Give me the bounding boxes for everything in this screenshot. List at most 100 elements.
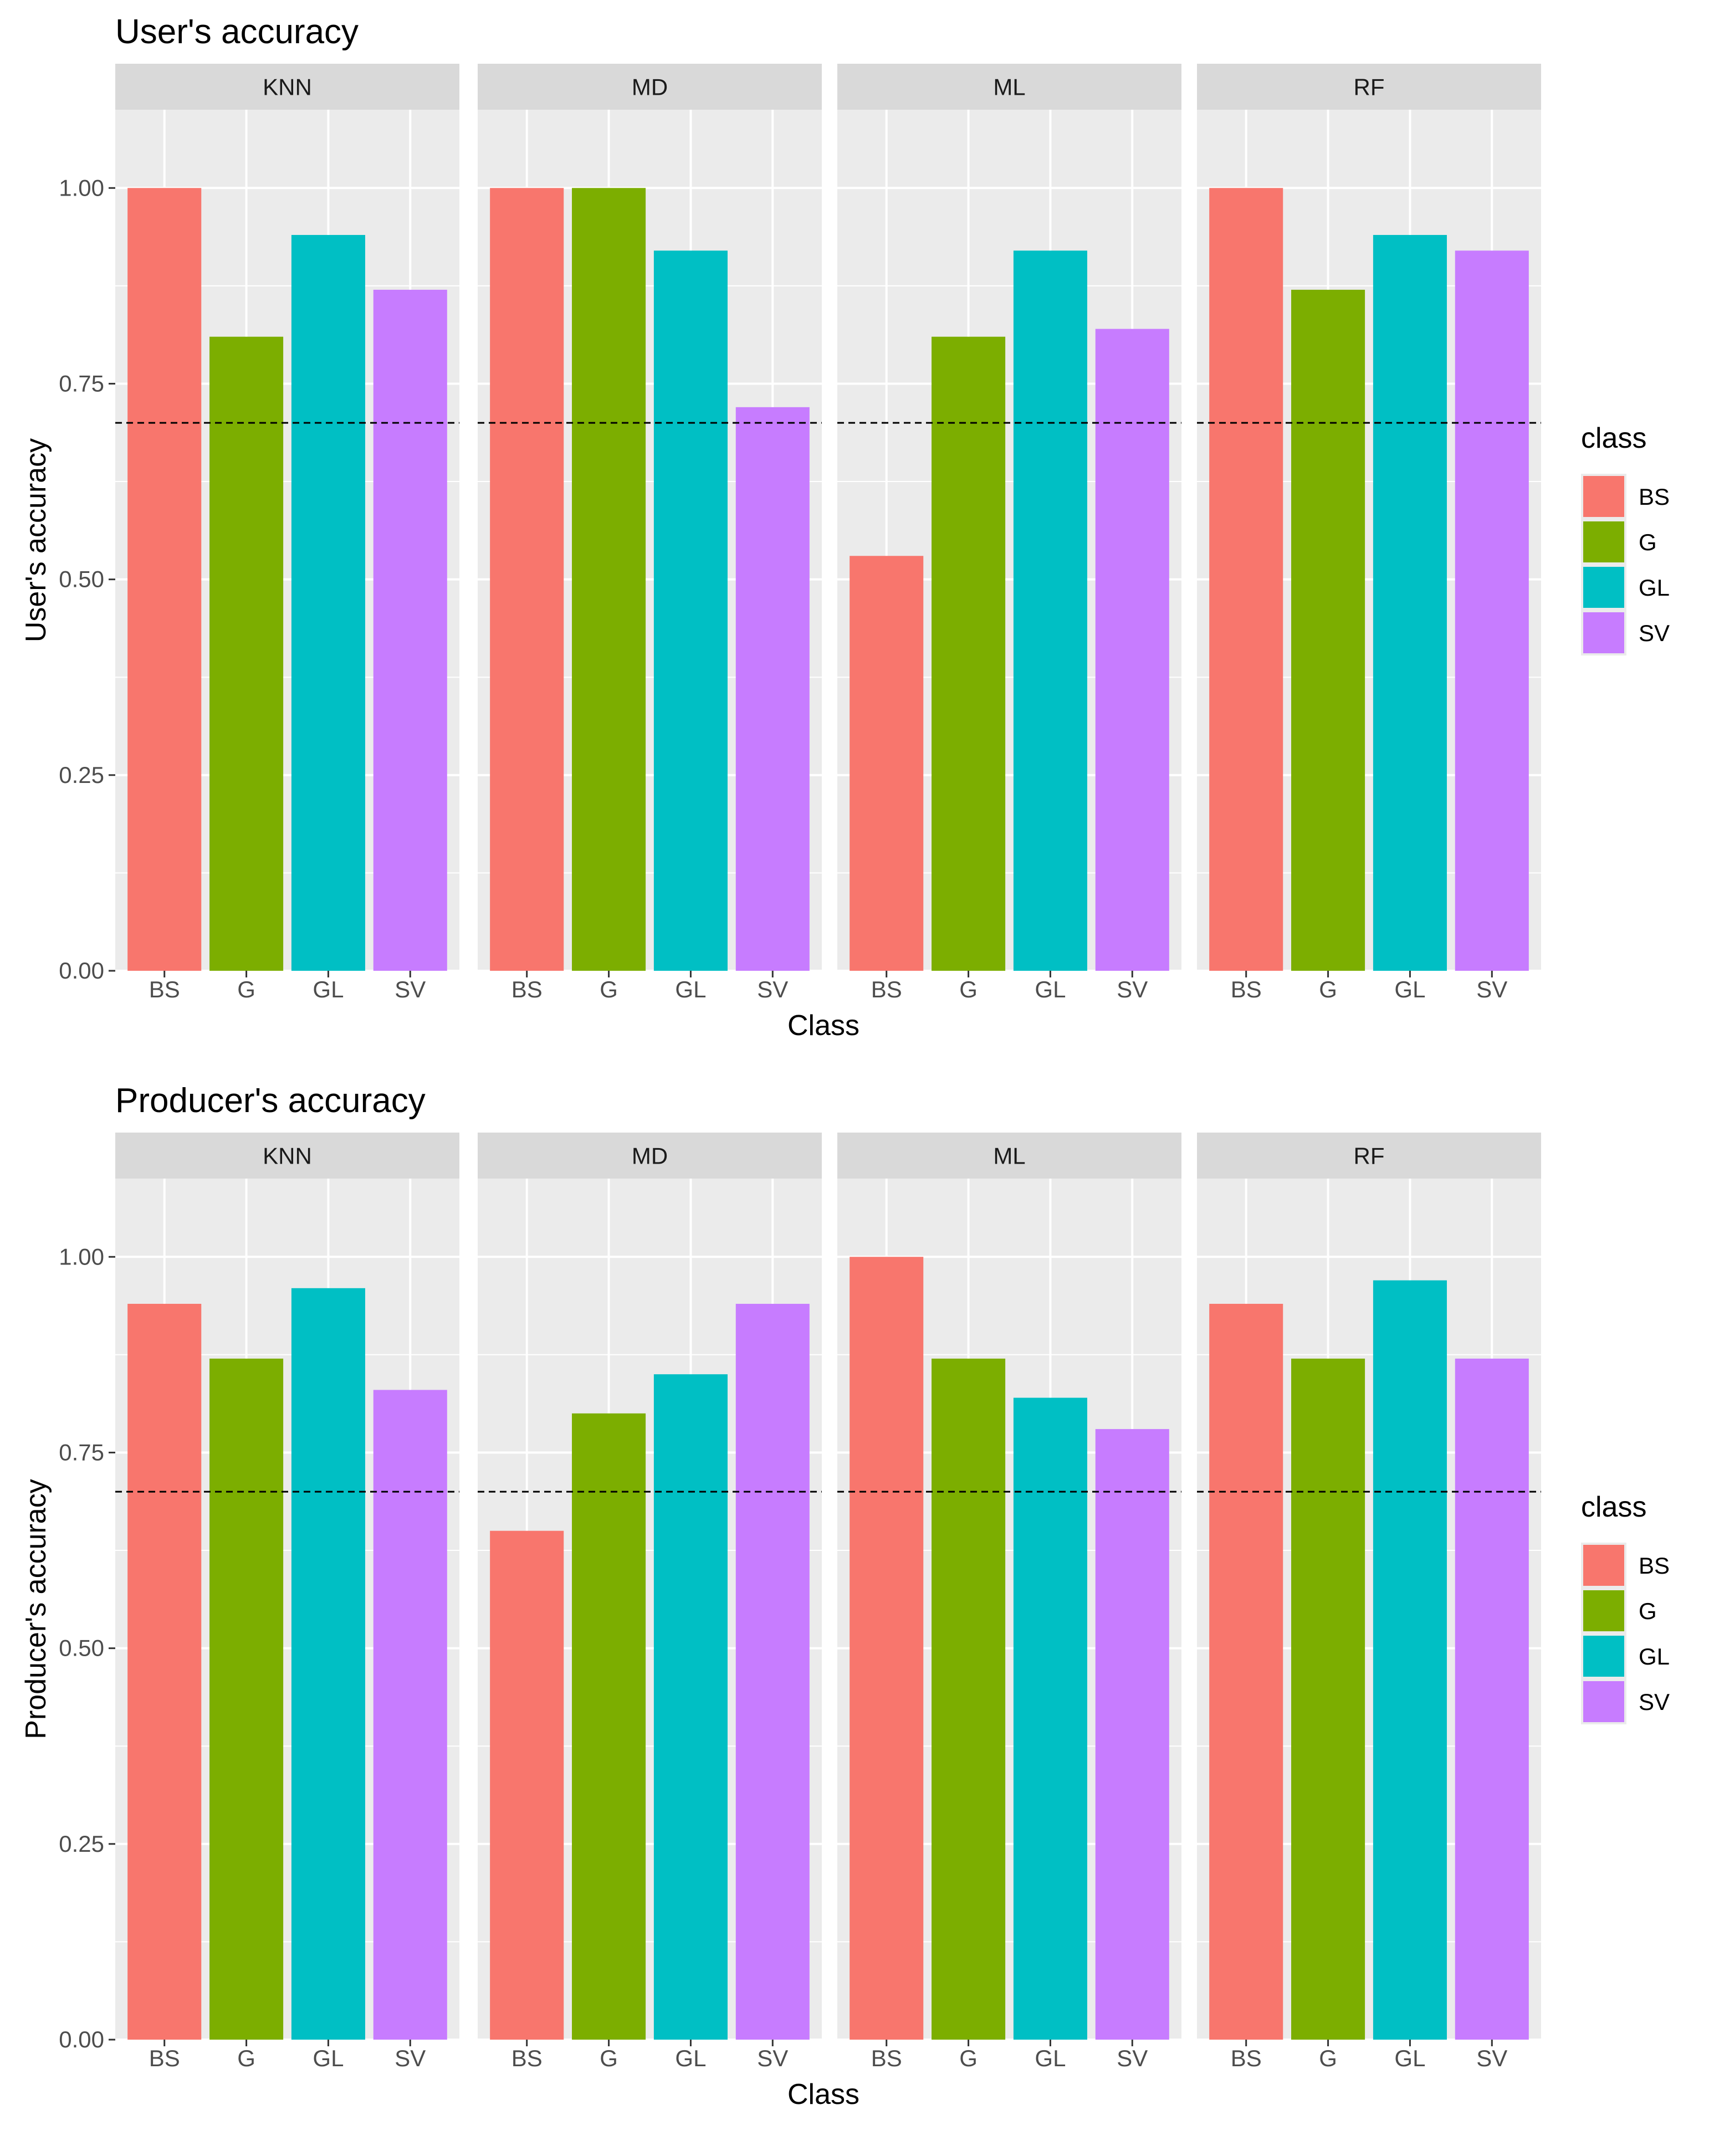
- x-tick-label: GL: [1394, 976, 1425, 1002]
- facet-panel-ml: ML BS G GL SV: [837, 64, 1181, 1002]
- bar-rf-g: [1291, 1358, 1365, 2040]
- legend-label: G: [1639, 1598, 1657, 1624]
- bar-md-g: [572, 1413, 646, 2040]
- y-axis-label: Producer's accuracy: [20, 1479, 52, 1739]
- facet-label: RF: [1354, 74, 1385, 100]
- chart-title: Producer's accuracy: [115, 1082, 426, 1120]
- bar-ml-gl: [1013, 1397, 1087, 2040]
- facet-panel-md: MD BS G GL SV: [478, 1133, 822, 2071]
- x-tick-label: BS: [149, 976, 180, 1002]
- x-tick-label: G: [600, 976, 618, 1002]
- x-tick-label: GL: [313, 976, 344, 1002]
- x-tick-label: G: [959, 976, 978, 1002]
- x-tick-label: GL: [1394, 2045, 1425, 2071]
- facet-strip: [837, 64, 1181, 110]
- x-axis-label: Class: [787, 1010, 859, 1042]
- facet-panel-md: MD BS G GL SV: [478, 64, 822, 1002]
- x-tick-label: SV: [395, 2045, 426, 2071]
- facet-strip: [837, 1133, 1181, 1179]
- chart-0: User's accuracy KNN BS G GL SV MD BS G GL SV ML BS G G…: [20, 13, 1670, 1042]
- x-tick-label: SV: [757, 976, 788, 1002]
- legend-label: SV: [1639, 620, 1670, 646]
- x-tick-label: GL: [1035, 2045, 1066, 2071]
- bar-rf-bs: [1209, 188, 1283, 971]
- bar-ml-sv: [1095, 1429, 1169, 2040]
- legend-swatch-gl: [1583, 1636, 1624, 1677]
- y-tick-label: 0.75: [59, 370, 104, 396]
- bar-rf-gl: [1373, 235, 1447, 971]
- x-tick-label: SV: [1476, 976, 1507, 1002]
- bar-rf-sv: [1455, 250, 1529, 971]
- facet-strip: [115, 64, 459, 110]
- facet-strip: [1197, 64, 1541, 110]
- x-axis-label: Class: [787, 2078, 859, 2111]
- bar-ml-sv: [1095, 329, 1169, 971]
- legend: class BS G GL SV: [1581, 422, 1670, 655]
- bar-md-sv: [735, 1304, 810, 2040]
- facet-strip: [478, 1133, 822, 1179]
- legend-title: class: [1581, 422, 1646, 454]
- legend-label: G: [1639, 529, 1657, 555]
- bar-md-bs: [490, 1530, 564, 2040]
- legend-swatch-sv: [1583, 612, 1624, 653]
- legend-label: SV: [1639, 1689, 1670, 1715]
- bar-rf-g: [1291, 289, 1365, 971]
- bar-ml-g: [932, 336, 1006, 971]
- x-tick-label: SV: [1476, 2045, 1507, 2071]
- x-tick-label: BS: [511, 976, 543, 1002]
- legend-swatch-bs: [1583, 476, 1624, 517]
- x-tick-label: BS: [1231, 976, 1262, 1002]
- bar-knn-sv: [373, 1390, 447, 2040]
- facet-strip: [115, 1133, 459, 1179]
- y-tick-label: 0.25: [59, 762, 104, 788]
- y-axis-label: User's accuracy: [20, 438, 52, 642]
- legend-title: class: [1581, 1491, 1646, 1523]
- bar-md-gl: [653, 250, 728, 971]
- legend-label: BS: [1639, 484, 1670, 510]
- bar-knn-g: [209, 1358, 284, 2040]
- bar-rf-gl: [1373, 1280, 1447, 2040]
- facet-panel-knn: KNN BS G GL SV: [115, 1133, 459, 2071]
- legend-label: BS: [1639, 1553, 1670, 1579]
- y-tick-label: 0.50: [59, 566, 104, 592]
- y-tick-label: 1.00: [59, 1243, 104, 1269]
- chart-title: User's accuracy: [115, 13, 359, 51]
- y-tick-label: 0.00: [59, 957, 104, 984]
- legend-swatch-sv: [1583, 1681, 1624, 1722]
- x-tick-label: GL: [1035, 976, 1066, 1002]
- bar-knn-sv: [373, 289, 447, 971]
- x-tick-label: BS: [1231, 2045, 1262, 2071]
- facet-panel-ml: ML BS G GL SV: [837, 1133, 1181, 2071]
- bar-knn-gl: [291, 1288, 365, 2040]
- bar-md-g: [572, 188, 646, 971]
- facet-label: MD: [632, 74, 668, 100]
- facet-label: ML: [993, 1143, 1025, 1169]
- x-tick-label: G: [600, 2045, 618, 2071]
- bar-knn-gl: [291, 235, 365, 971]
- facet-label: KNN: [263, 74, 312, 100]
- bar-knn-bs: [127, 188, 202, 971]
- legend: class BS G GL SV: [1581, 1491, 1670, 1724]
- bar-knn-bs: [127, 1304, 202, 2040]
- x-tick-label: G: [237, 976, 255, 1002]
- y-tick-label: 1.00: [59, 175, 104, 201]
- facet-label: RF: [1354, 1143, 1385, 1169]
- y-tick-label: 0.25: [59, 1831, 104, 1857]
- legend-swatch-bs: [1583, 1545, 1624, 1586]
- x-tick-label: BS: [871, 2045, 902, 2071]
- x-tick-label: GL: [675, 2045, 706, 2071]
- bar-ml-gl: [1013, 250, 1087, 971]
- facet-panel-rf: RF BS G GL SV: [1197, 1133, 1541, 2071]
- facet-panel-knn: KNN BS G GL SV: [115, 64, 459, 1002]
- x-tick-label: BS: [149, 2045, 180, 2071]
- bar-rf-bs: [1209, 1304, 1283, 2040]
- bar-md-gl: [653, 1374, 728, 2040]
- x-tick-label: BS: [511, 2045, 543, 2071]
- x-tick-label: G: [1319, 2045, 1337, 2071]
- legend-swatch-g: [1583, 521, 1624, 562]
- bar-md-bs: [490, 188, 564, 971]
- facet-label: ML: [993, 74, 1025, 100]
- x-tick-label: G: [1319, 976, 1337, 1002]
